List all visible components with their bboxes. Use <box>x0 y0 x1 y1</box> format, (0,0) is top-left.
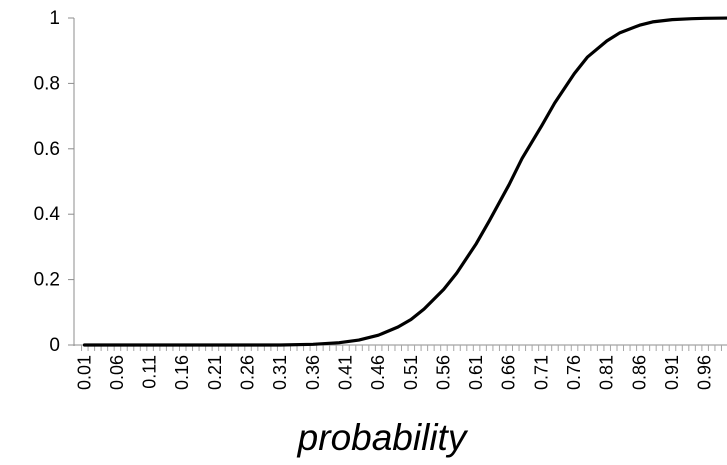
y-tick-label: 0.6 <box>34 139 60 160</box>
y-tick-label: 1 <box>49 8 60 29</box>
x-tick-label: 0.66 <box>499 355 519 390</box>
y-tick-label: 0.4 <box>34 204 61 225</box>
x-tick-label: 0.21 <box>205 355 225 390</box>
x-tick-label: 0.36 <box>303 355 323 390</box>
y-tick-label: 0.8 <box>34 73 60 94</box>
y-axis: 0 0.2 0.4 0.6 0.8 1 <box>34 8 75 356</box>
x-axis-title: probability <box>297 417 469 458</box>
x-tick-label: 0.61 <box>466 355 486 390</box>
x-tick-label: 0.71 <box>531 355 551 390</box>
x-tick-label: 0.26 <box>238 355 258 390</box>
x-tick-label: 0.56 <box>433 355 453 390</box>
x-tick-label: 0.81 <box>597 355 617 390</box>
x-tick-label: 0.51 <box>401 355 421 390</box>
x-tick-label: 0.31 <box>270 355 290 390</box>
series-line-0 <box>82 16 727 347</box>
x-tick-label: 0.96 <box>695 355 715 390</box>
x-tick-label: 0.46 <box>368 355 388 390</box>
x-tick-label: 0.06 <box>107 355 127 390</box>
x-tick-label: 0.11 <box>140 355 160 389</box>
x-tick-label: 0.01 <box>74 355 94 390</box>
x-tick-label: 0.16 <box>172 355 192 390</box>
x-axis: 0.01 0.06 0.11 0.16 0.21 0.26 0.31 0.36 0.41 0.46… <box>74 344 727 390</box>
x-tick-label: 0.91 <box>662 355 682 390</box>
x-tick-label: 0.86 <box>629 355 649 390</box>
x-tick-label: 0.41 <box>335 355 355 390</box>
y-tick-label: 0.2 <box>34 270 60 291</box>
plot-area <box>82 16 727 347</box>
y-tick-label: 0 <box>49 335 60 356</box>
x-tick-label: 0.76 <box>564 355 584 390</box>
